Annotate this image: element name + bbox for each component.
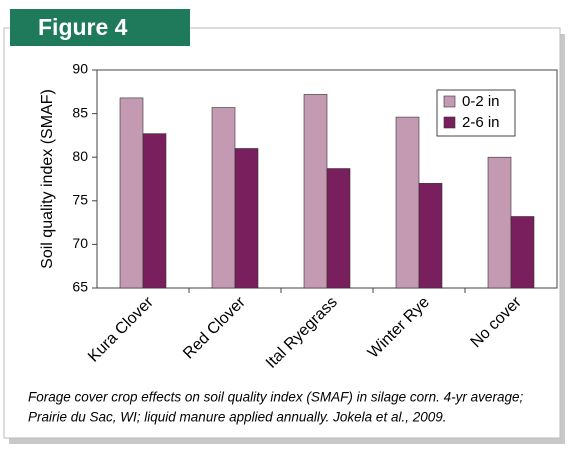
- y-axis-label: Soil quality index (SMAF): [39, 89, 56, 269]
- y-tick-label: 80: [72, 148, 88, 164]
- y-tick-label: 75: [72, 192, 88, 208]
- bar: [234, 148, 259, 289]
- y-tick-label: 90: [72, 61, 88, 77]
- y-tick-label: 70: [72, 235, 88, 251]
- bar: [395, 116, 420, 289]
- legend-swatch: [443, 95, 456, 108]
- bar: [510, 216, 535, 289]
- y-tick-label: 85: [72, 104, 88, 120]
- caption: Forage cover crop effects on soil qualit…: [28, 390, 523, 405]
- caption: Prairie du Sac, WI; liquid manure applie…: [28, 410, 447, 425]
- bar: [418, 183, 443, 289]
- legend-label: 0-2 in: [462, 93, 500, 110]
- y-tick-label: 65: [72, 279, 88, 295]
- bar: [211, 107, 236, 289]
- bar: [303, 94, 328, 289]
- bar: [119, 97, 144, 289]
- legend-label: 2-6 in: [462, 114, 500, 131]
- bar: [487, 156, 512, 289]
- bar: [326, 168, 351, 289]
- bar: [142, 133, 167, 289]
- legend-swatch: [443, 116, 456, 129]
- figure-tab: [10, 9, 190, 46]
- figure-label: Figure 4: [38, 14, 128, 40]
